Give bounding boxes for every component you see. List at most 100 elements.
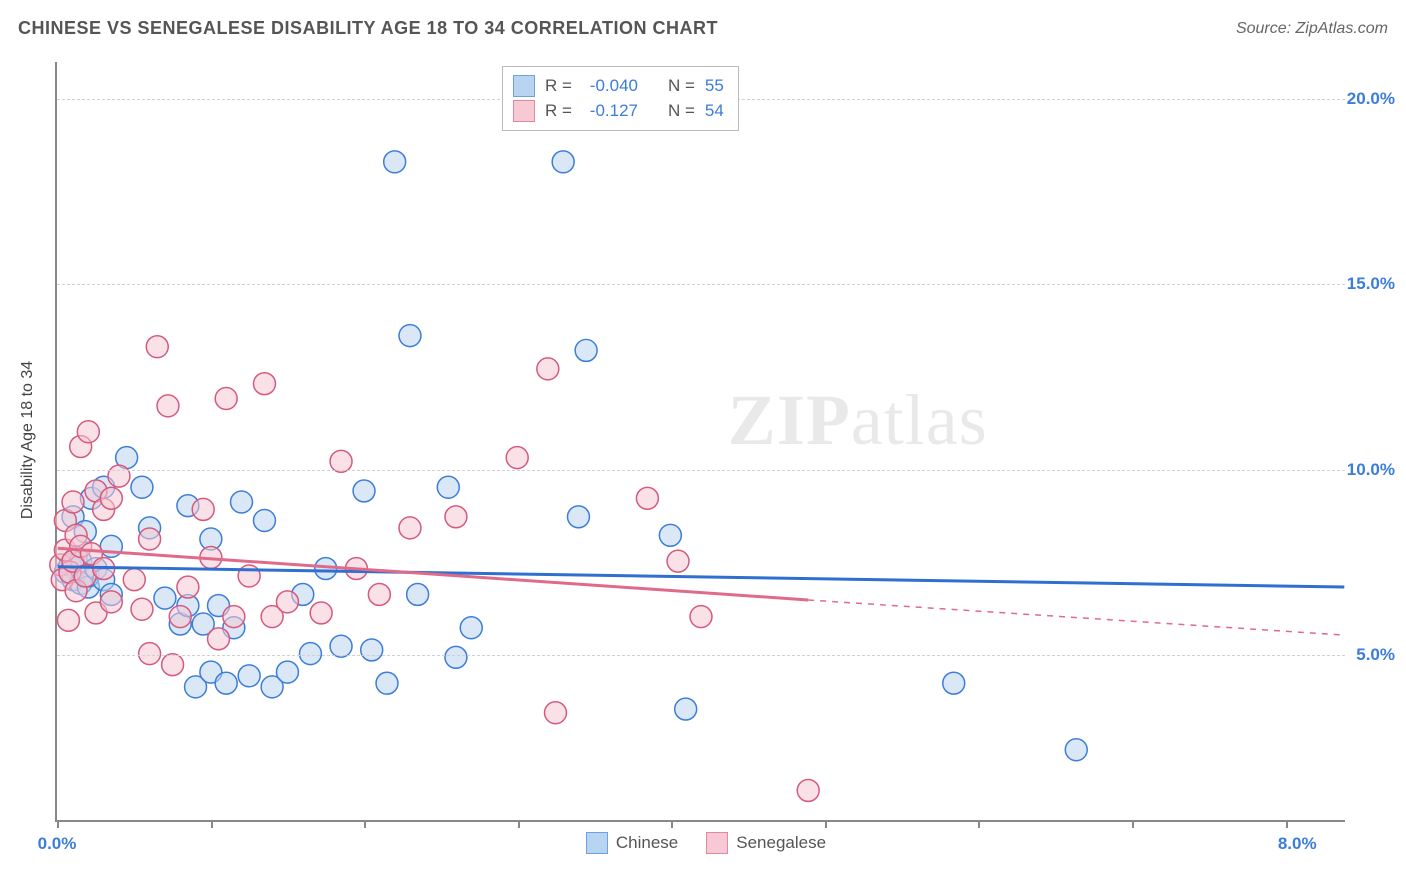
- r-value: -0.127: [582, 98, 638, 124]
- correlation-legend: R =-0.040N =55R =-0.127N =54: [502, 66, 739, 131]
- x-tick: [978, 820, 980, 828]
- scatter-point: [399, 325, 421, 347]
- legend-swatch: [513, 75, 535, 97]
- n-label: N =: [668, 98, 695, 124]
- legend-label: Senegalese: [736, 833, 826, 853]
- scatter-point: [131, 598, 153, 620]
- scatter-point: [123, 569, 145, 591]
- scatter-point: [399, 517, 421, 539]
- x-tick: [57, 820, 59, 828]
- scatter-point: [376, 672, 398, 694]
- scatter-point: [208, 628, 230, 650]
- x-tick: [518, 820, 520, 828]
- scatter-point: [100, 535, 122, 557]
- scatter-point: [361, 639, 383, 661]
- legend-item: Senegalese: [706, 832, 826, 854]
- legend-row: R =-0.127N =54: [513, 98, 724, 124]
- scatter-point: [146, 336, 168, 358]
- scatter-point: [157, 395, 179, 417]
- scatter-point: [254, 373, 276, 395]
- scatter-point: [131, 476, 153, 498]
- scatter-point: [667, 550, 689, 572]
- n-value: 54: [705, 98, 724, 124]
- scatter-point: [139, 643, 161, 665]
- scatter-point: [445, 646, 467, 668]
- gridline: [57, 655, 1345, 656]
- scatter-point: [231, 491, 253, 513]
- scatter-point: [445, 506, 467, 528]
- scatter-point: [537, 358, 559, 380]
- scatter-point: [552, 151, 574, 173]
- scatter-point: [567, 506, 589, 528]
- y-tick-label: 10.0%: [1347, 460, 1395, 480]
- scatter-point: [215, 388, 237, 410]
- y-tick-label: 5.0%: [1356, 645, 1395, 665]
- scatter-point: [62, 491, 84, 513]
- scatter-point: [108, 465, 130, 487]
- legend-label: Chinese: [616, 833, 678, 853]
- y-axis-title: Disability Age 18 to 34: [19, 361, 37, 519]
- scatter-point: [276, 661, 298, 683]
- x-tick: [1132, 820, 1134, 828]
- scatter-point: [77, 421, 99, 443]
- x-tick: [1286, 820, 1288, 828]
- gridline: [57, 470, 1345, 471]
- scatter-point: [675, 698, 697, 720]
- scatter-point: [460, 617, 482, 639]
- scatter-point: [330, 635, 352, 657]
- scatter-svg: [57, 62, 1345, 820]
- r-value: -0.040: [582, 73, 638, 99]
- x-tick: [671, 820, 673, 828]
- series-legend: Chinese Senegalese: [586, 832, 826, 854]
- scatter-point: [353, 480, 375, 502]
- x-tick-label-right: 8.0%: [1278, 834, 1317, 854]
- scatter-point: [215, 672, 237, 694]
- scatter-point: [575, 339, 597, 361]
- chart-header: CHINESE VS SENEGALESE DISABILITY AGE 18 …: [18, 18, 1388, 39]
- x-tick: [825, 820, 827, 828]
- scatter-point: [368, 583, 390, 605]
- scatter-point: [162, 654, 184, 676]
- legend-swatch: [586, 832, 608, 854]
- scatter-point: [310, 602, 332, 624]
- scatter-point: [238, 665, 260, 687]
- scatter-point: [437, 476, 459, 498]
- scatter-point: [1065, 739, 1087, 761]
- scatter-point: [407, 583, 429, 605]
- scatter-point: [139, 528, 161, 550]
- x-tick-label-left: 0.0%: [38, 834, 77, 854]
- scatter-point: [636, 487, 658, 509]
- legend-swatch: [513, 100, 535, 122]
- scatter-point: [192, 498, 214, 520]
- x-tick: [364, 820, 366, 828]
- r-label: R =: [545, 73, 572, 99]
- scatter-point: [659, 524, 681, 546]
- legend-item: Chinese: [586, 832, 678, 854]
- x-tick: [211, 820, 213, 828]
- scatter-point: [690, 606, 712, 628]
- y-tick-label: 15.0%: [1347, 274, 1395, 294]
- scatter-point: [384, 151, 406, 173]
- scatter-point: [943, 672, 965, 694]
- y-tick-label: 20.0%: [1347, 89, 1395, 109]
- plot-area: 5.0%10.0%15.0%20.0%0.0%8.0%ZIPatlasR =-0…: [55, 62, 1345, 822]
- scatter-point: [545, 702, 567, 724]
- chart-title: CHINESE VS SENEGALESE DISABILITY AGE 18 …: [18, 18, 718, 39]
- scatter-point: [154, 587, 176, 609]
- scatter-point: [100, 591, 122, 613]
- scatter-point: [57, 609, 79, 631]
- trend-line-extrapolated: [808, 600, 1344, 635]
- scatter-point: [797, 779, 819, 801]
- scatter-point: [254, 510, 276, 532]
- n-value: 55: [705, 73, 724, 99]
- legend-row: R =-0.040N =55: [513, 73, 724, 99]
- scatter-point: [223, 606, 245, 628]
- scatter-point: [506, 447, 528, 469]
- scatter-point: [100, 487, 122, 509]
- scatter-point: [276, 591, 298, 613]
- legend-swatch: [706, 832, 728, 854]
- gridline: [57, 284, 1345, 285]
- scatter-point: [169, 606, 191, 628]
- scatter-point: [299, 643, 321, 665]
- scatter-point: [177, 576, 199, 598]
